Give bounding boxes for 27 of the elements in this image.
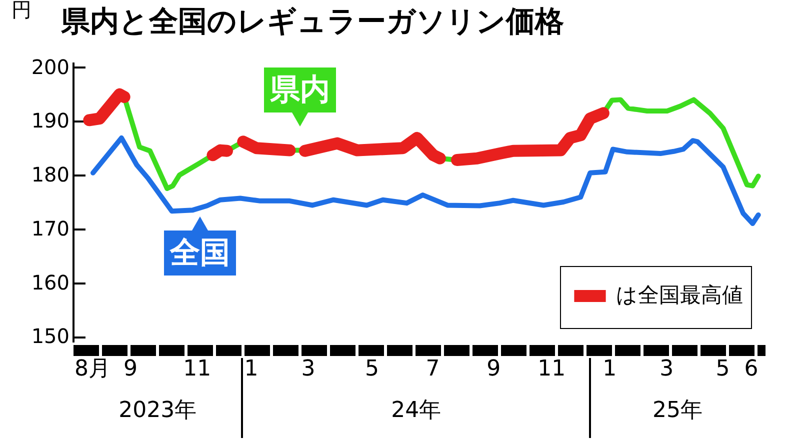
series-label: 全国	[170, 235, 230, 270]
text: 25年	[652, 398, 703, 423]
y-tick-label: 170	[31, 216, 70, 240]
text: 24年	[391, 398, 442, 423]
x-tick-label: 3	[301, 356, 316, 382]
y-tick-label: 200	[31, 54, 70, 79]
x-tick-label: 8月	[74, 356, 111, 382]
x-tick-label: 5	[364, 356, 379, 382]
x-tick-label: 5	[716, 356, 730, 382]
x-tick-label: 3	[660, 356, 674, 382]
y-tick-label: 190	[31, 108, 70, 133]
y-tick-label: 180	[31, 162, 70, 187]
text: 2023年	[118, 398, 197, 423]
x-tick-label: 1	[602, 356, 617, 382]
y-tick-label: 150	[31, 324, 70, 348]
legend-label: は全国最高値	[616, 283, 743, 307]
x-tick-label: 9	[486, 356, 501, 382]
x-tick-label: 9	[124, 356, 138, 382]
x-tick-label: 7	[426, 356, 440, 382]
x-tick-label: 11	[183, 356, 212, 382]
y-axis-title: 円	[12, 0, 32, 22]
x-tick-label: 6	[744, 356, 758, 382]
series-label: 県内	[270, 72, 330, 108]
chart-title: 県内と全国のレギュラーガソリン価格	[60, 4, 564, 38]
x-tick-label: 1	[244, 356, 258, 382]
y-tick-label: 160	[31, 270, 70, 294]
x-tick-label: 11	[538, 356, 566, 382]
